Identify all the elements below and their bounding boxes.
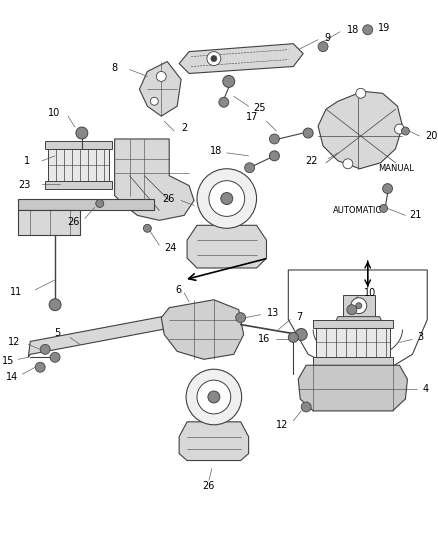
Circle shape — [244, 163, 254, 173]
Circle shape — [150, 98, 158, 105]
Text: 16: 16 — [258, 334, 270, 344]
Text: 6: 6 — [175, 285, 181, 295]
Circle shape — [295, 328, 307, 341]
Polygon shape — [179, 422, 248, 461]
Circle shape — [342, 159, 352, 169]
Circle shape — [235, 313, 245, 322]
Text: 13: 13 — [266, 308, 278, 318]
Circle shape — [35, 362, 45, 372]
Circle shape — [223, 76, 234, 87]
Circle shape — [49, 299, 61, 311]
Circle shape — [206, 52, 220, 66]
Circle shape — [382, 184, 392, 193]
Text: 17: 17 — [246, 112, 258, 122]
Text: 22: 22 — [305, 156, 318, 166]
Circle shape — [40, 344, 50, 354]
Polygon shape — [179, 44, 303, 74]
Text: 12: 12 — [8, 337, 20, 348]
Circle shape — [156, 71, 166, 82]
Circle shape — [143, 224, 151, 232]
Text: 2: 2 — [181, 123, 187, 133]
Text: 20: 20 — [424, 131, 437, 141]
Polygon shape — [331, 317, 385, 329]
Circle shape — [303, 128, 312, 138]
Circle shape — [300, 402, 311, 412]
Circle shape — [318, 42, 327, 52]
Text: 10: 10 — [363, 288, 375, 298]
Text: 25: 25 — [253, 103, 265, 113]
Polygon shape — [318, 91, 402, 169]
Polygon shape — [187, 225, 266, 268]
Text: 18: 18 — [346, 25, 358, 35]
Text: 10: 10 — [48, 108, 60, 118]
Circle shape — [186, 369, 241, 425]
Circle shape — [95, 199, 103, 207]
Polygon shape — [312, 357, 392, 365]
Circle shape — [288, 333, 297, 342]
Polygon shape — [114, 139, 194, 220]
Text: 23: 23 — [18, 180, 30, 190]
Polygon shape — [18, 198, 154, 211]
Text: 18: 18 — [209, 146, 221, 156]
Text: 19: 19 — [377, 23, 389, 33]
Circle shape — [269, 151, 279, 161]
Polygon shape — [139, 61, 181, 116]
Polygon shape — [297, 365, 406, 411]
Circle shape — [350, 298, 366, 313]
Text: 5: 5 — [54, 328, 60, 338]
Text: 15: 15 — [2, 356, 14, 366]
Circle shape — [210, 55, 216, 61]
Text: MANUAL: MANUAL — [377, 164, 413, 173]
Text: 24: 24 — [164, 243, 176, 253]
Circle shape — [346, 305, 356, 314]
Circle shape — [220, 192, 232, 205]
Polygon shape — [48, 149, 109, 181]
Polygon shape — [18, 211, 80, 235]
Circle shape — [197, 169, 256, 228]
Polygon shape — [312, 320, 392, 328]
Circle shape — [362, 25, 372, 35]
Text: 21: 21 — [409, 211, 421, 220]
Polygon shape — [45, 141, 111, 149]
Circle shape — [379, 205, 387, 213]
Text: 11: 11 — [10, 287, 22, 297]
Text: 14: 14 — [6, 372, 18, 382]
Circle shape — [218, 98, 228, 107]
Text: AUTOMATIC: AUTOMATIC — [332, 206, 381, 215]
Text: 26: 26 — [67, 217, 80, 228]
Circle shape — [269, 134, 279, 144]
Circle shape — [76, 127, 88, 139]
Text: 26: 26 — [162, 193, 174, 204]
Polygon shape — [45, 181, 111, 189]
Polygon shape — [28, 310, 213, 357]
Text: 26: 26 — [202, 481, 215, 491]
Circle shape — [197, 380, 230, 414]
Circle shape — [394, 124, 403, 134]
Text: 3: 3 — [417, 333, 423, 343]
Text: 9: 9 — [323, 33, 329, 43]
Polygon shape — [315, 328, 389, 357]
Circle shape — [208, 181, 244, 216]
Text: 4: 4 — [421, 384, 427, 394]
Circle shape — [208, 391, 219, 403]
Circle shape — [355, 303, 361, 309]
Circle shape — [400, 127, 409, 135]
Circle shape — [50, 352, 60, 362]
Text: 12: 12 — [276, 420, 288, 430]
Text: 7: 7 — [296, 312, 302, 321]
Circle shape — [355, 88, 365, 98]
Bar — [342, 295, 374, 317]
Text: 8: 8 — [111, 62, 117, 72]
Polygon shape — [161, 300, 243, 359]
Text: 1: 1 — [24, 156, 30, 166]
